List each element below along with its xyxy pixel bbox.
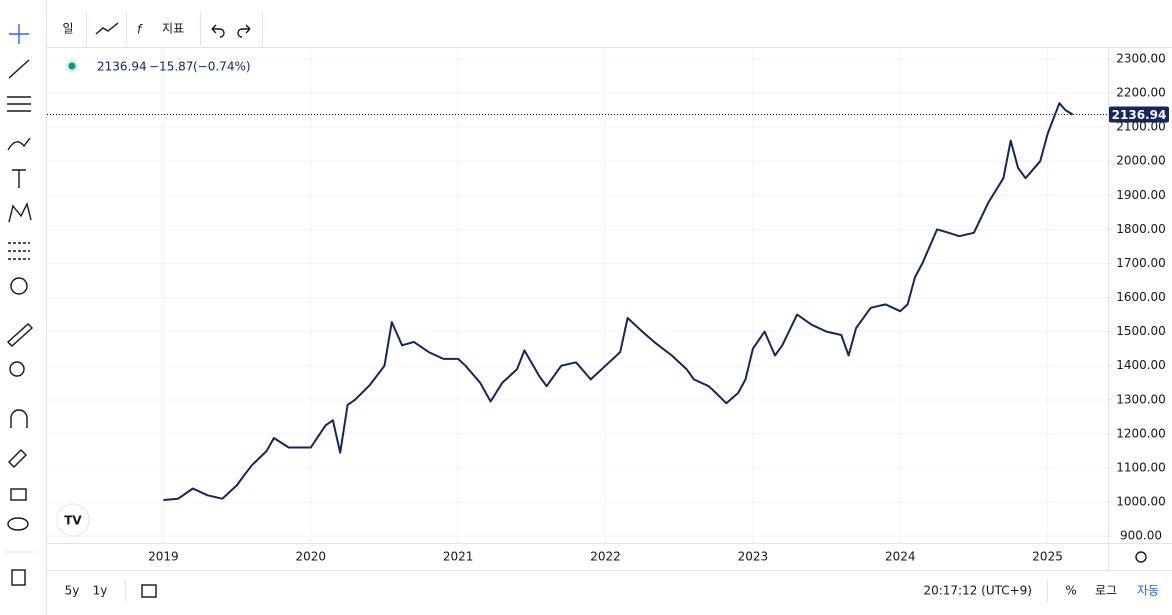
x-tick-label: 2022 bbox=[590, 550, 621, 564]
x-tick-label: 2025 bbox=[1032, 550, 1063, 564]
chart-style-button[interactable] bbox=[95, 22, 119, 35]
y-tick-label: 2000.00 bbox=[1116, 154, 1166, 168]
price-line bbox=[163, 102, 1074, 501]
y-tick-label: 1800.00 bbox=[1116, 222, 1166, 236]
logo[interactable] bbox=[56, 503, 90, 537]
settings-button[interactable] bbox=[1135, 551, 1147, 563]
interval-button[interactable]: 일 bbox=[62, 22, 73, 36]
line-tool[interactable] bbox=[8, 59, 30, 79]
forecast-tool[interactable] bbox=[8, 242, 30, 260]
x-tick-label: 2020 bbox=[296, 550, 327, 564]
logo-mark: TV bbox=[64, 514, 82, 528]
y-tick-label: 1100.00 bbox=[1116, 461, 1166, 475]
x-tick-label: 2023 bbox=[738, 550, 769, 564]
range-button[interactable]: 1y bbox=[93, 584, 108, 598]
y-tick-label: 1900.00 bbox=[1116, 188, 1166, 202]
legend-price: 2136.94 bbox=[97, 60, 147, 74]
emoji-tool[interactable] bbox=[10, 277, 28, 295]
legend-change-pct: (−0.74%) bbox=[193, 60, 251, 74]
ruler-tool[interactable] bbox=[6, 323, 34, 347]
y-tick-label: 2100.00 bbox=[1116, 120, 1166, 134]
y-tick-label: 1300.00 bbox=[1116, 392, 1166, 406]
x-tick-label: 2024 bbox=[885, 550, 916, 564]
range-button[interactable]: 5y bbox=[65, 584, 80, 598]
y-tick-label: 2300.00 bbox=[1116, 51, 1166, 65]
x-tick-label: 2019 bbox=[148, 550, 179, 564]
top-toolbar: 일 f 지표 bbox=[47, 12, 1172, 48]
text-tool[interactable] bbox=[12, 169, 26, 188]
magnet-tool[interactable] bbox=[10, 409, 28, 428]
delete-tool[interactable] bbox=[11, 569, 26, 586]
y-tick-label: 900.00 bbox=[1120, 529, 1162, 543]
brush-tool[interactable] bbox=[7, 137, 31, 151]
y-tick-label: 1500.00 bbox=[1116, 324, 1166, 338]
lock-tool[interactable] bbox=[10, 488, 27, 501]
grid bbox=[47, 48, 1108, 543]
pattern-tool[interactable] bbox=[8, 201, 32, 223]
last-price-badge bbox=[1109, 106, 1169, 123]
log-button[interactable]: 로그 bbox=[1095, 584, 1117, 598]
indicators-button[interactable]: 지표 bbox=[162, 22, 184, 36]
legend-dot bbox=[68, 62, 76, 70]
left-toolbar bbox=[6, 0, 47, 615]
auto-button[interactable]: 자동 bbox=[1137, 584, 1159, 598]
y-tick-label: 2200.00 bbox=[1116, 86, 1166, 100]
y-tick-label: 1700.00 bbox=[1116, 256, 1166, 270]
zoom-tool[interactable] bbox=[9, 361, 25, 377]
y-tick-label: 1200.00 bbox=[1116, 426, 1166, 440]
y-tick-label: 1400.00 bbox=[1116, 358, 1166, 372]
percent-button[interactable]: % bbox=[1065, 584, 1076, 598]
date-range-button[interactable] bbox=[141, 584, 157, 598]
y-tick-label: 1000.00 bbox=[1116, 495, 1166, 509]
redo-button[interactable] bbox=[237, 24, 251, 38]
x-tick-label: 2021 bbox=[443, 550, 474, 564]
lock-draw-tool[interactable] bbox=[8, 449, 27, 468]
clock: 20:17:12 (UTC+9) bbox=[923, 584, 1032, 598]
legend-change: −15.87 bbox=[149, 60, 193, 74]
fx-icon: f bbox=[137, 23, 143, 37]
fib-tool[interactable] bbox=[7, 96, 31, 112]
undo-button[interactable] bbox=[211, 24, 225, 38]
crosshair-tool[interactable] bbox=[9, 24, 29, 44]
visibility-tool[interactable] bbox=[7, 517, 29, 531]
last-price-label: 2136.94 bbox=[1112, 108, 1167, 122]
y-tick-label: 1600.00 bbox=[1116, 290, 1166, 304]
plot bbox=[47, 102, 1108, 501]
